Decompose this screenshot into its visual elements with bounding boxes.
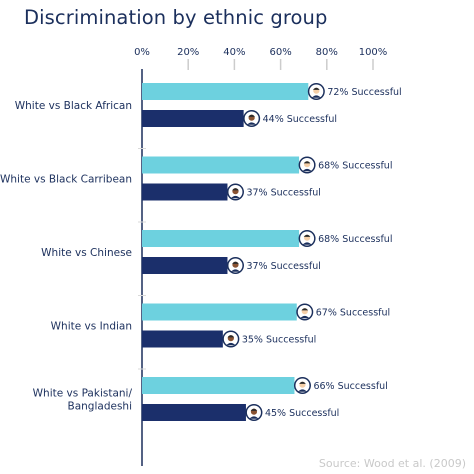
bar-ethnic-minority xyxy=(142,183,228,201)
x-tick-label: 0% xyxy=(134,47,150,58)
bar-ethnic-minority xyxy=(142,330,223,348)
bar-white xyxy=(142,377,295,394)
white-person-avatar-icon xyxy=(307,83,325,100)
white-person-avatar-icon xyxy=(293,377,311,394)
data-label: 72% Successful xyxy=(327,87,401,98)
bar-white xyxy=(142,230,300,247)
data-label: 67% Successful xyxy=(316,308,390,319)
white-person-avatar-icon xyxy=(298,156,316,174)
x-tick-label: 60% xyxy=(269,47,291,58)
category-label: White vs Indian xyxy=(51,321,132,333)
ethnic-minority-person-avatar-icon xyxy=(245,404,263,421)
white-person-avatar-icon xyxy=(298,230,316,247)
category-label: Bangladeshi xyxy=(68,401,132,413)
chart-title: Discrimination by ethnic group xyxy=(24,6,328,29)
x-tick-label: 40% xyxy=(223,47,245,58)
x-tick-label: 20% xyxy=(177,47,199,58)
bar-white xyxy=(142,303,297,321)
category-label: White vs Black Carribean xyxy=(0,174,132,186)
category-label: White vs Chinese xyxy=(41,247,132,259)
x-tick-label: 100% xyxy=(359,47,388,58)
bar-ethnic-minority xyxy=(142,404,246,421)
source-note: Source: Wood et al. (2009) xyxy=(318,457,466,470)
data-label: 68% Successful xyxy=(318,234,392,245)
bar-white xyxy=(142,83,309,100)
category-label: White vs Pakistani/ xyxy=(33,388,133,400)
white-person-avatar-icon xyxy=(296,303,314,321)
data-label: 37% Successful xyxy=(246,188,320,199)
data-label: 35% Successful xyxy=(242,335,316,346)
x-tick-label: 80% xyxy=(316,47,338,58)
bar-ethnic-minority xyxy=(142,110,244,127)
data-label: 45% Successful xyxy=(265,408,339,419)
category-label: White vs Black African xyxy=(15,100,132,112)
ethnic-minority-person-avatar-icon xyxy=(226,183,244,201)
data-label: 37% Successful xyxy=(246,261,320,272)
data-label: 68% Successful xyxy=(318,161,392,172)
bar-ethnic-minority xyxy=(142,257,228,274)
ethnic-minority-person-avatar-icon xyxy=(222,330,240,348)
ethnic-minority-person-avatar-icon xyxy=(243,110,261,127)
bar-white xyxy=(142,156,300,174)
data-label: 66% Successful xyxy=(313,381,387,392)
ethnic-minority-person-avatar-icon xyxy=(226,257,244,274)
data-label: 44% Successful xyxy=(263,114,337,125)
